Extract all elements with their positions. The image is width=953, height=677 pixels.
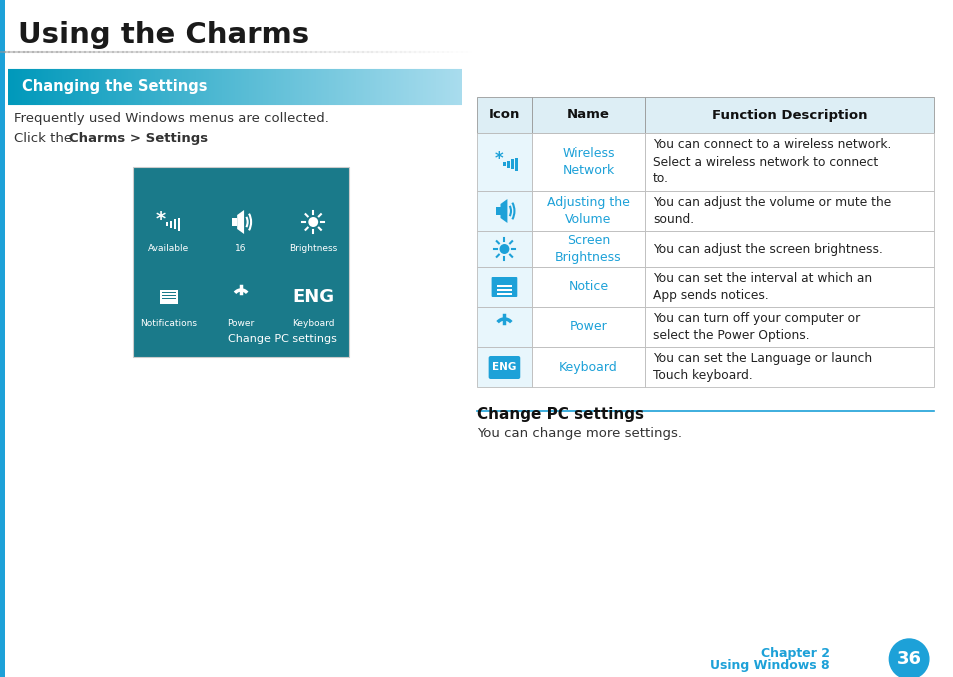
FancyBboxPatch shape: [491, 277, 517, 297]
Text: Icon: Icon: [488, 108, 519, 121]
Bar: [531, 307, 644, 347]
Bar: [177, 217, 180, 230]
Text: You can set the interval at which an
App sends notices.: You can set the interval at which an App…: [653, 272, 871, 302]
Bar: [170, 221, 172, 227]
Circle shape: [888, 639, 928, 677]
FancyBboxPatch shape: [133, 167, 349, 357]
Text: You can adjust the screen brightness.: You can adjust the screen brightness.: [653, 242, 882, 255]
Bar: [531, 267, 644, 307]
Text: *: *: [494, 150, 502, 168]
Text: ENG: ENG: [492, 362, 517, 372]
Bar: [162, 292, 175, 293]
Bar: [476, 347, 531, 387]
Circle shape: [308, 217, 318, 227]
Bar: [515, 158, 517, 171]
Bar: [644, 307, 933, 347]
Polygon shape: [500, 199, 507, 223]
Text: Name: Name: [566, 108, 609, 121]
Bar: [476, 97, 531, 133]
Bar: [166, 222, 169, 226]
Bar: [531, 97, 644, 133]
Bar: [162, 297, 175, 299]
Bar: [531, 347, 644, 387]
Bar: [160, 290, 177, 304]
Text: Notice: Notice: [568, 280, 608, 294]
Text: You can adjust the volume or mute the
sound.: You can adjust the volume or mute the so…: [653, 196, 890, 226]
Text: Click the: Click the: [14, 132, 76, 145]
Bar: [644, 191, 933, 231]
Bar: [644, 267, 933, 307]
Bar: [644, 133, 933, 191]
Bar: [0, 0, 5, 677]
Bar: [476, 267, 531, 307]
Text: Using the Charms: Using the Charms: [18, 21, 309, 49]
Text: Keyboard: Keyboard: [558, 360, 618, 374]
Text: *: *: [156, 209, 166, 229]
Bar: [503, 162, 505, 166]
Bar: [476, 307, 531, 347]
FancyBboxPatch shape: [488, 356, 519, 379]
Text: Frequently used Windows menus are collected.: Frequently used Windows menus are collec…: [14, 112, 329, 125]
Text: Chapter 2: Chapter 2: [760, 647, 829, 659]
Bar: [496, 293, 512, 295]
Polygon shape: [237, 210, 244, 234]
Bar: [531, 231, 644, 267]
Bar: [531, 191, 644, 231]
Bar: [644, 97, 933, 133]
Bar: [496, 289, 512, 291]
Text: Keyboard: Keyboard: [292, 319, 335, 328]
Text: You can change more settings.: You can change more settings.: [476, 427, 681, 440]
Text: ENG: ENG: [292, 288, 334, 306]
Bar: [531, 133, 644, 191]
Bar: [507, 160, 509, 167]
Text: 36: 36: [896, 650, 921, 668]
Text: You can set the Language or launch
Touch keyboard.: You can set the Language or launch Touch…: [653, 352, 871, 382]
Text: Adjusting the
Volume: Adjusting the Volume: [546, 196, 629, 226]
Text: You can turn off your computer or
select the Power Options.: You can turn off your computer or select…: [653, 312, 860, 342]
Bar: [476, 133, 531, 191]
Bar: [232, 218, 237, 226]
Bar: [644, 231, 933, 267]
Text: Screen
Brightness: Screen Brightness: [555, 234, 621, 264]
Text: 16: 16: [235, 244, 247, 253]
Text: Wireless
Network: Wireless Network: [561, 147, 614, 177]
Bar: [495, 207, 500, 215]
Text: Power: Power: [569, 320, 607, 334]
Bar: [644, 347, 933, 387]
Circle shape: [499, 244, 509, 254]
Text: Notifications: Notifications: [140, 319, 197, 328]
Bar: [476, 191, 531, 231]
Bar: [476, 231, 531, 267]
Bar: [162, 294, 175, 296]
Text: You can connect to a wireless network.
Select a wireless network to connect
to.: You can connect to a wireless network. S…: [653, 139, 891, 185]
Text: Charms > Settings: Charms > Settings: [70, 132, 208, 145]
Text: .: .: [186, 132, 190, 145]
Text: Power: Power: [227, 319, 254, 328]
Bar: [496, 285, 512, 287]
Text: Available: Available: [149, 244, 190, 253]
Text: Change PC settings: Change PC settings: [476, 407, 643, 422]
Text: Brightness: Brightness: [289, 244, 337, 253]
Bar: [173, 219, 176, 229]
Bar: [511, 159, 514, 169]
Text: Using Windows 8: Using Windows 8: [710, 659, 829, 672]
Text: Change PC settings: Change PC settings: [228, 334, 336, 344]
Text: Function Description: Function Description: [711, 108, 866, 121]
Text: Changing the Settings: Changing the Settings: [22, 79, 207, 95]
